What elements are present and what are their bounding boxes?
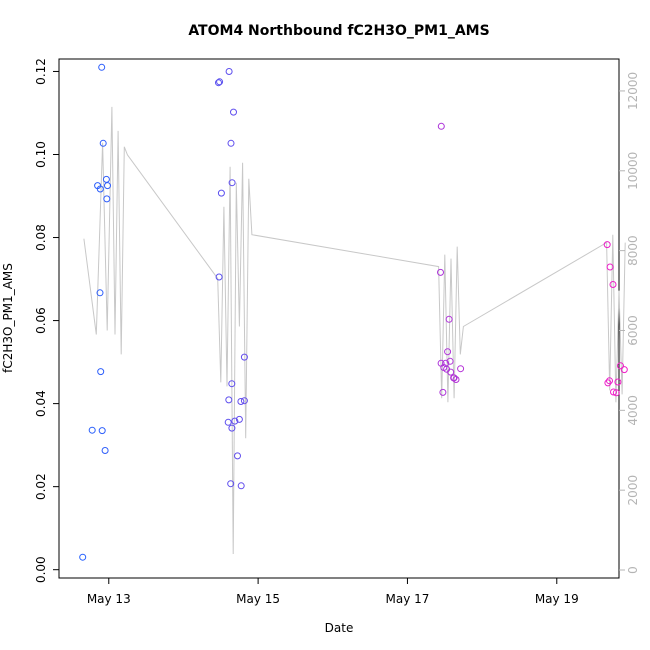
data-point — [612, 389, 620, 397]
data-point — [439, 388, 447, 396]
data-point — [224, 418, 232, 426]
scatter-points — [79, 63, 628, 561]
y-right-tick-label: 10000 — [626, 152, 640, 190]
data-point — [98, 63, 106, 71]
y-right-tick-label: 8000 — [626, 235, 640, 266]
data-point — [99, 139, 107, 147]
data-point — [620, 366, 628, 374]
series-line-path — [83, 106, 626, 555]
data-point — [104, 182, 111, 190]
data-point — [227, 139, 235, 147]
data-point — [443, 365, 451, 373]
data-point — [445, 315, 453, 323]
data-point — [230, 108, 237, 116]
data-point — [446, 357, 454, 365]
x-axis-label: Date — [325, 621, 354, 635]
data-point — [102, 175, 110, 183]
y-right-tick-label: 12000 — [626, 72, 640, 110]
x-tick-label: May 17 — [385, 592, 429, 606]
data-point — [103, 195, 111, 203]
data-point — [227, 480, 235, 488]
data-point — [96, 289, 104, 297]
data-point — [603, 241, 611, 249]
data-point — [228, 380, 236, 388]
y-tick-label: 0.02 — [34, 473, 48, 500]
data-point — [614, 378, 622, 386]
data-point — [437, 268, 444, 276]
series-line — [83, 106, 626, 555]
y-right-tick-label: 4000 — [626, 395, 640, 426]
y-tick-label: 0.00 — [34, 556, 48, 583]
data-point — [235, 415, 243, 423]
data-point — [88, 426, 96, 434]
data-point — [617, 362, 624, 370]
x-tick-label: May 19 — [535, 592, 579, 606]
y-tick-label: 0.12 — [34, 58, 48, 85]
data-point — [452, 376, 460, 383]
data-point — [215, 79, 222, 87]
y-tick-label: 0.10 — [34, 141, 48, 168]
data-point — [97, 368, 105, 376]
data-point — [240, 397, 248, 405]
data-point — [216, 78, 224, 86]
y-tick-label: 0.08 — [34, 224, 48, 251]
data-point — [225, 396, 233, 404]
chart-title: ATOM4 Northbound fC2H3O_PM1_AMS — [188, 23, 489, 39]
x-tick-label: May 15 — [236, 592, 280, 606]
data-point — [96, 185, 104, 193]
data-point — [215, 273, 223, 281]
data-point — [228, 179, 236, 187]
plot-frame — [58, 58, 620, 579]
data-point — [606, 377, 613, 385]
data-point — [231, 417, 239, 425]
data-point — [237, 398, 245, 405]
data-point — [79, 553, 87, 561]
y-axis-right: 0 2000 4000 6000 8000 10000 12000 — [619, 72, 640, 574]
data-point — [457, 365, 465, 373]
data-point — [444, 348, 452, 356]
data-point — [450, 374, 458, 382]
data-point — [606, 263, 614, 271]
data-point — [240, 353, 248, 361]
y-axis-label: fC2H3O_PM1_AMS — [1, 263, 15, 373]
data-point — [98, 427, 106, 435]
y-tick-label: 0.04 — [34, 390, 48, 417]
y-axis: 0.00 0.02 0.04 0.06 0.08 0.10 0.12 — [34, 58, 59, 583]
x-axis: May 13 May 15 May 17 May 19 — [87, 578, 579, 606]
data-point — [234, 452, 241, 460]
data-point — [604, 379, 612, 387]
data-point — [217, 189, 225, 197]
data-point — [101, 447, 109, 454]
x-tick-label: May 13 — [87, 592, 131, 606]
data-point — [225, 68, 233, 75]
y-right-tick-label: 6000 — [626, 315, 640, 346]
data-point — [228, 424, 236, 432]
data-point — [237, 482, 245, 490]
data-point — [609, 281, 617, 288]
y-tick-label: 0.06 — [34, 307, 48, 334]
data-point — [437, 122, 445, 130]
y-right-tick-label: 2000 — [626, 475, 640, 506]
y-right-tick-label: 0 — [626, 566, 640, 574]
data-point — [610, 388, 617, 396]
